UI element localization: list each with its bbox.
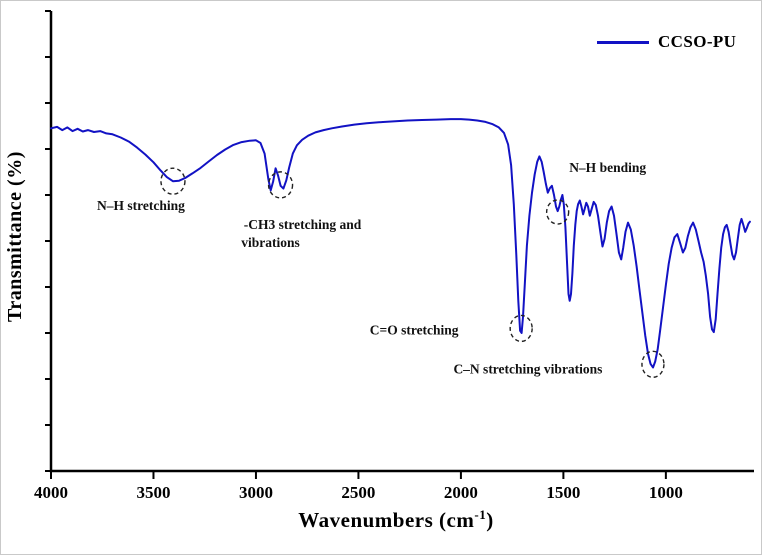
x-axis-label-suffix: ) [486, 508, 494, 532]
n-h-stretching-circle [160, 167, 186, 195]
ch3-stretching-label: -CH3 stretching and [244, 217, 362, 232]
c-n-stretching-label: C–N stretching vibrations [453, 361, 602, 376]
x-tick-label: 1000 [649, 483, 683, 502]
legend: CCSO-PU [597, 32, 736, 52]
c-n-stretching-circle [641, 350, 665, 378]
n-h-stretching-label: N–H stretching [97, 198, 185, 213]
y-axis-label: Transmittance (%) [4, 151, 26, 323]
x-tick-label: 1500 [546, 483, 580, 502]
spectrum-curve [50, 118, 751, 369]
x-tick-label: 3500 [136, 483, 170, 502]
x-tick-label: 2500 [341, 483, 375, 502]
n-h-bending-label: N–H bending [569, 160, 646, 175]
x-tick-label: 4000 [34, 483, 68, 502]
legend-line-swatch [597, 40, 649, 44]
ch3-stretching-label: vibrations [241, 235, 300, 250]
legend-label: CCSO-PU [658, 32, 737, 51]
ch3-stretching-circle [267, 171, 294, 199]
n-h-bending-circle [545, 199, 570, 225]
c-o-stretching-circle [509, 314, 533, 343]
x-tick-label: 3000 [239, 483, 273, 502]
c-o-stretching-label: C=O stretching [370, 322, 459, 337]
x-axis-label-prefix: Wavenumbers (cm [298, 508, 475, 532]
x-axis-label: Wavenumbers (cm-1) [41, 507, 751, 533]
x-tick-label: 2000 [444, 483, 478, 502]
axes [49, 11, 754, 473]
x-axis-label-superscript: -1 [474, 507, 487, 522]
